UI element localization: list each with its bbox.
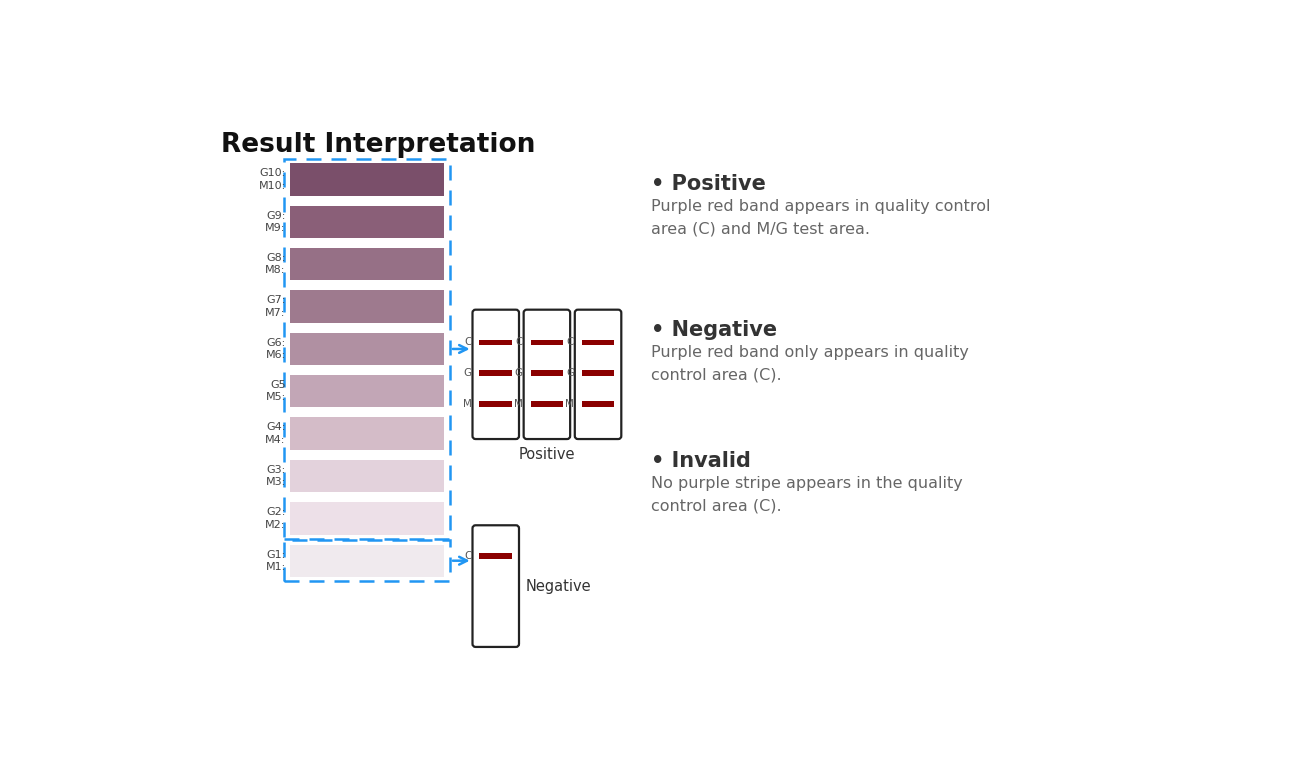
Text: Result Interpretation: Result Interpretation xyxy=(221,132,536,158)
Text: Positive: Positive xyxy=(519,447,575,462)
Text: Purple red band appears in quality control
area (C) and M/G test area.: Purple red band appears in quality contr… xyxy=(651,199,991,236)
Bar xyxy=(530,401,563,407)
Text: G2:
M2:: G2: M2: xyxy=(265,507,286,529)
Bar xyxy=(582,370,615,376)
FancyBboxPatch shape xyxy=(575,310,621,439)
Text: C: C xyxy=(567,337,575,347)
Bar xyxy=(290,163,443,196)
Text: G3:
M3:: G3: M3: xyxy=(265,465,286,487)
FancyBboxPatch shape xyxy=(472,310,519,439)
Text: G1:
M1:: G1: M1: xyxy=(265,550,286,572)
Text: G: G xyxy=(515,368,523,378)
Text: • Positive: • Positive xyxy=(651,174,766,194)
Text: C: C xyxy=(516,337,523,347)
Bar xyxy=(480,370,512,376)
Text: G: G xyxy=(566,368,575,378)
FancyBboxPatch shape xyxy=(472,525,519,647)
Bar xyxy=(290,460,443,492)
Bar xyxy=(290,545,443,577)
Text: C: C xyxy=(464,551,472,561)
Text: G8:
M8:: G8: M8: xyxy=(265,253,286,275)
Bar xyxy=(530,339,563,345)
Text: G6:
M6:: G6: M6: xyxy=(265,338,286,360)
Text: G7:
M7:: G7: M7: xyxy=(265,296,286,318)
Bar xyxy=(290,290,443,323)
Text: Purple red band only appears in quality
control area (C).: Purple red band only appears in quality … xyxy=(651,345,968,383)
Bar xyxy=(290,332,443,365)
Text: No purple stripe appears in the quality
control area (C).: No purple stripe appears in the quality … xyxy=(651,476,962,514)
Text: • Negative: • Negative xyxy=(651,321,777,340)
Text: M: M xyxy=(566,399,575,409)
Bar xyxy=(290,205,443,238)
Bar xyxy=(290,248,443,281)
FancyBboxPatch shape xyxy=(524,310,571,439)
Text: Negative: Negative xyxy=(525,579,590,593)
Text: M: M xyxy=(463,399,472,409)
Bar xyxy=(290,375,443,408)
Bar xyxy=(480,339,512,345)
Text: G: G xyxy=(464,368,472,378)
Text: G4:
M4:: G4: M4: xyxy=(265,423,286,445)
Text: G5
M5:: G5 M5: xyxy=(265,380,286,402)
Bar xyxy=(582,339,615,345)
Text: G9:
M9:: G9: M9: xyxy=(265,211,286,233)
Bar xyxy=(582,401,615,407)
Text: M: M xyxy=(514,399,523,409)
Text: G10:
M10:: G10: M10: xyxy=(259,169,286,191)
Text: C: C xyxy=(464,337,472,347)
Bar xyxy=(290,503,443,535)
Bar xyxy=(480,401,512,407)
Bar xyxy=(480,554,512,559)
Bar xyxy=(530,370,563,376)
Bar xyxy=(290,418,443,450)
Text: • Invalid: • Invalid xyxy=(651,452,750,471)
